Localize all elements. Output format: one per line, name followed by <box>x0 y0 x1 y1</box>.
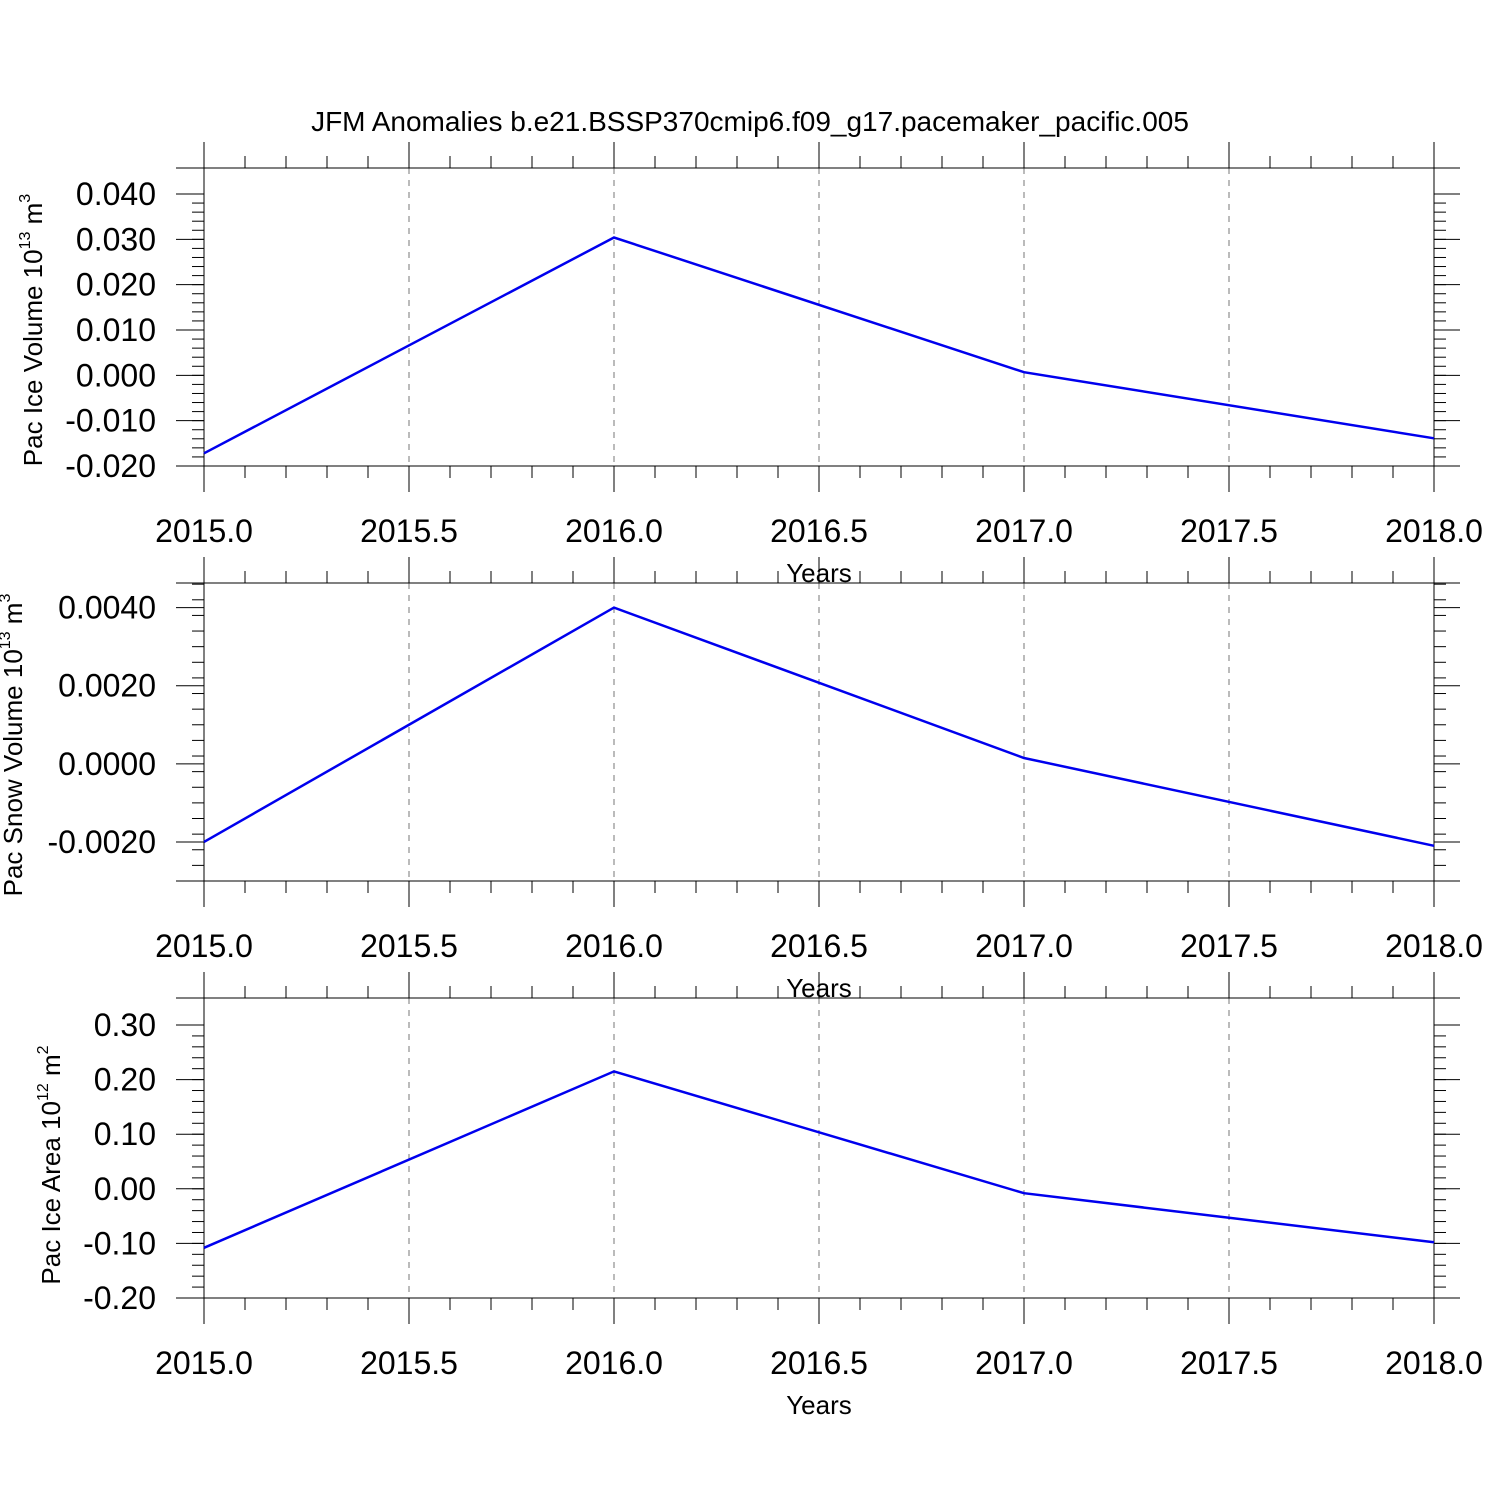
x-tick-label: 2015.0 <box>155 1345 253 1381</box>
x-tick-label: 2016.0 <box>565 513 663 549</box>
y-axis-title: Pac Ice Volume 1013 m3 <box>17 194 48 467</box>
x-tick-label: 2017.0 <box>975 1345 1073 1381</box>
x-tick-label: 2018.0 <box>1385 1345 1483 1381</box>
y-tick-label: 0.0020 <box>58 668 156 704</box>
x-tick-label: 2016.5 <box>770 1345 868 1381</box>
y-tick-label: 0.20 <box>94 1062 156 1098</box>
x-tick-label: 2016.0 <box>565 928 663 964</box>
x-tick-label: 2018.0 <box>1385 928 1483 964</box>
panel-snow-volume: -0.0020 0.0000 0.0020 0.0040 2015.0 2015.5 201… <box>0 557 1483 1003</box>
panel-ice-volume: -0.020 -0.010 0.000 0.010 0.020 0.030 0.040 201… <box>17 142 1483 588</box>
x-tick-label: 2017.0 <box>975 513 1073 549</box>
x-axis-title: Years <box>786 1390 852 1420</box>
y-tick-label: 0.030 <box>76 221 156 257</box>
x-tick-label: 2015.0 <box>155 928 253 964</box>
x-tick-label: 2016.0 <box>565 1345 663 1381</box>
series-line <box>203 606 1435 848</box>
y-tick-label: 0.040 <box>76 176 156 212</box>
series-line <box>203 1070 1435 1249</box>
x-tick-label: 2018.0 <box>1385 513 1483 549</box>
panel-ice-area: -0.20 -0.10 0.00 0.10 0.20 0.30 2015.0 2015.5 20… <box>35 972 1483 1420</box>
x-tick-label: 2016.5 <box>770 513 868 549</box>
y-tick-label: 0.00 <box>94 1171 156 1207</box>
y-tick-label: 0.0040 <box>58 590 156 626</box>
y-tick-label: -0.010 <box>65 403 156 439</box>
y-tick-label: 0.020 <box>76 267 156 303</box>
y-tick-label: 0.30 <box>94 1007 156 1043</box>
series-line <box>203 236 1435 455</box>
y-tick-label: -0.10 <box>83 1225 156 1261</box>
x-tick-label: 2017.5 <box>1180 928 1278 964</box>
x-tick-label: 2017.5 <box>1180 1345 1278 1381</box>
x-tick-label: 2017.0 <box>975 928 1073 964</box>
y-tick-label: -0.0020 <box>47 824 156 860</box>
x-tick-label: 2015.5 <box>360 513 458 549</box>
x-tick-label: 2015.5 <box>360 1345 458 1381</box>
figure-title: JFM Anomalies b.e21.BSSP370cmip6.f09_g17… <box>311 106 1189 137</box>
y-tick-label: 0.010 <box>76 312 156 348</box>
y-tick-label: 0.0000 <box>58 746 156 782</box>
y-axis-title: Pac Snow Volume 1013 m3 <box>0 594 28 897</box>
y-tick-label: -0.20 <box>83 1280 156 1316</box>
x-tick-label: 2017.5 <box>1180 513 1278 549</box>
x-tick-label: 2015.0 <box>155 513 253 549</box>
y-tick-label: -0.020 <box>65 448 156 484</box>
y-axis-title: Pac Ice Area 1012 m2 <box>35 1045 66 1284</box>
y-tick-label: 0.000 <box>76 357 156 393</box>
x-tick-label: 2015.5 <box>360 928 458 964</box>
x-tick-label: 2016.5 <box>770 928 868 964</box>
y-tick-label: 0.10 <box>94 1116 156 1152</box>
